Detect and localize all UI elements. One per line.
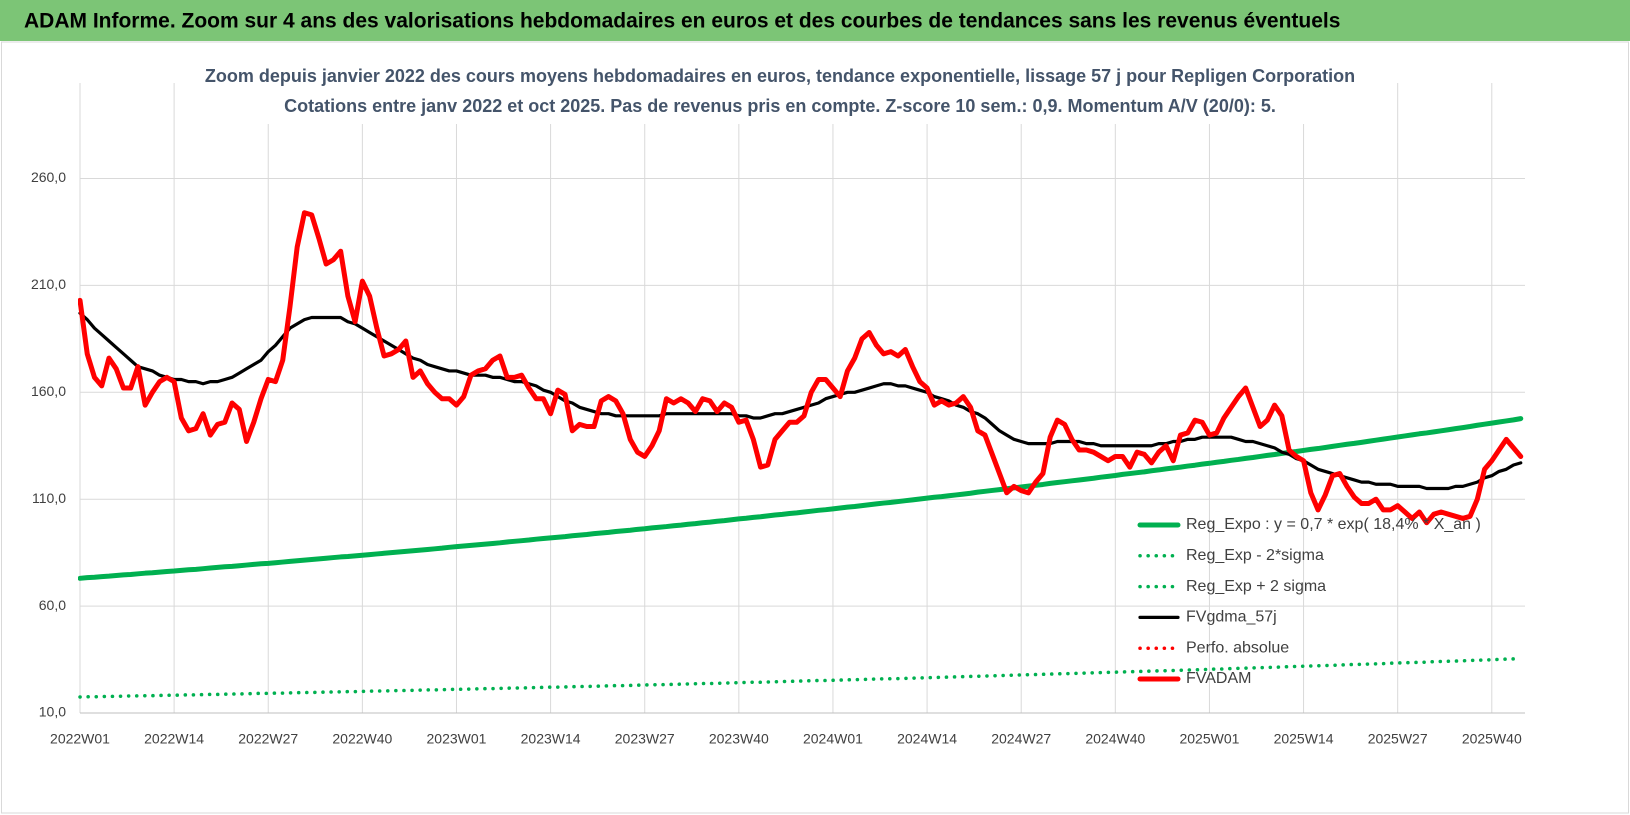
x-tick-label: 2025W40 [1462, 731, 1522, 747]
x-tick-label: 2022W40 [332, 731, 392, 747]
series-line [78, 311, 1523, 491]
x-tick-label: 2024W27 [991, 731, 1051, 747]
legend-label: Reg_Expo : y = 0,7 * exp( 18,4% * X_an ) [1186, 516, 1481, 533]
x-tick-label: 2025W14 [1274, 731, 1334, 747]
header-title: ADAM Informe. Zoom sur 4 ans des valoris… [24, 10, 1340, 33]
series-line [78, 656, 1523, 699]
y-tick-label: 10,0 [39, 704, 66, 720]
legend-label: Reg_Exp + 2 sigma [1186, 578, 1326, 595]
legend-label: Perfo. absolue [1186, 639, 1289, 656]
x-tick-label: 2024W01 [803, 731, 863, 747]
legend-label: Reg_Exp - 2*sigma [1186, 547, 1324, 564]
series-line [78, 210, 1524, 526]
x-tick-label: 2023W27 [615, 731, 675, 747]
chart-frame [1, 41, 1629, 814]
x-tick-label: 2022W27 [238, 731, 298, 747]
y-tick-label: 210,0 [31, 276, 66, 292]
x-tick-label: 2023W01 [427, 731, 487, 747]
x-tick-label: 2023W40 [709, 731, 769, 747]
x-tick-label: 2024W14 [897, 731, 957, 747]
chart-subtitle: Cotations entre janv 2022 et oct 2025. P… [284, 96, 1276, 116]
x-tick-label: 2024W40 [1085, 731, 1145, 747]
y-tick-label: 260,0 [31, 169, 66, 185]
series-line [78, 416, 1524, 581]
x-tick-label: 2025W27 [1368, 731, 1428, 747]
legend-label: FVgdma_57j [1186, 609, 1277, 626]
x-tick-label: 2025W01 [1179, 731, 1239, 747]
x-tick-label: 2022W01 [50, 731, 110, 747]
chart-title: Zoom depuis janvier 2022 des cours moyen… [205, 66, 1355, 86]
y-tick-label: 160,0 [31, 383, 66, 399]
legend-label: FVADAM [1186, 670, 1251, 687]
y-tick-label: 110,0 [32, 490, 66, 506]
y-tick-label: 60,0 [39, 597, 66, 613]
header-bar [0, 0, 1630, 41]
x-tick-label: 2023W14 [521, 731, 581, 747]
x-tick-label: 2022W14 [144, 731, 204, 747]
title-backdrop [220, 56, 1340, 124]
